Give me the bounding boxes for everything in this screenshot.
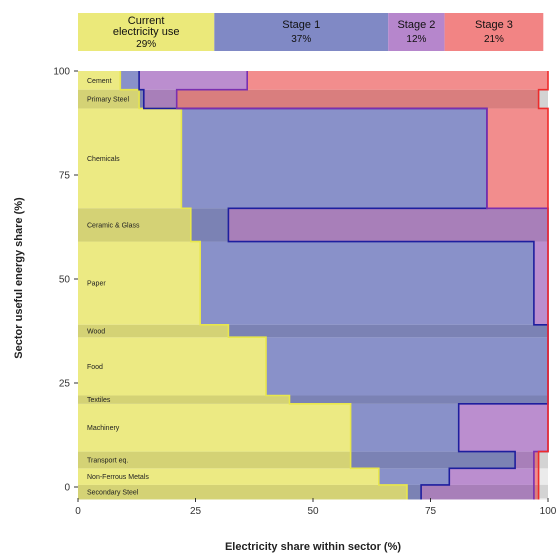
sector-7-stage-3 <box>533 241 548 325</box>
sector-0-stage-1 <box>78 484 407 500</box>
sector-5-stage-2 <box>266 337 548 396</box>
sector-2-stage-4 <box>533 451 539 469</box>
sector-1-stage-2 <box>378 468 450 485</box>
sector-11-stage-4 <box>247 71 548 90</box>
sector-1-stage-4 <box>533 468 539 485</box>
x-tick-label: 75 <box>425 506 437 517</box>
y-tick-label: 25 <box>59 379 71 390</box>
sector-9-stage-1 <box>78 108 182 209</box>
sector-7-stage-1 <box>78 241 201 325</box>
stage-sublabel-1: electricity use <box>113 26 180 38</box>
sector-6-stage-1 <box>78 324 229 338</box>
stage-share-1: 29% <box>136 39 156 50</box>
sector-4-stage-1 <box>78 395 290 404</box>
y-tick-label: 100 <box>53 67 70 78</box>
y-tick-label: 0 <box>64 483 70 494</box>
y-axis-title: Sector useful energy share (%) <box>13 197 25 359</box>
sector-shade-6 <box>78 324 548 338</box>
sector-shade-11 <box>78 71 548 90</box>
x-tick-label: 50 <box>307 506 319 517</box>
x-tick-label: 25 <box>190 506 202 517</box>
sector-label: Textiles <box>87 397 111 404</box>
stage-label-2: Stage 1 <box>282 19 320 31</box>
sector-shade-7 <box>78 242 548 325</box>
sector-11-stage-2 <box>120 71 140 90</box>
x-axis-title: Electricity share within sector (%) <box>225 541 401 553</box>
sector-label: Cement <box>87 78 112 85</box>
stage-band-3 <box>388 13 445 51</box>
sector-shade-9 <box>78 108 548 208</box>
sector-3-stage-2 <box>350 403 459 452</box>
sector-shade-0 <box>78 484 548 500</box>
stage-label-4: Stage 3 <box>475 19 513 31</box>
sector-8-stage-1 <box>78 208 191 242</box>
sector-10-stage-2 <box>139 89 144 109</box>
sector-10-stage-4 <box>176 89 539 109</box>
sector-11-stage-1 <box>78 71 121 90</box>
sector-label: Secondary Steel <box>87 490 139 497</box>
sector-0-stage-2 <box>407 484 422 500</box>
sector-shade-4 <box>78 395 548 404</box>
stage-sublabel-3: 12% <box>406 34 426 45</box>
axes: 0 0 25 25 50 50 75 75 100 100 <box>53 67 556 518</box>
sector-label: Non-Ferrous Metals <box>87 474 149 481</box>
x-tick-label: 0 <box>75 506 81 517</box>
sector-shade-5 <box>78 337 548 395</box>
sector-5-stage-1 <box>78 337 266 396</box>
sector-10-stage-3 <box>143 89 177 109</box>
sector-1-stage-3 <box>449 468 534 485</box>
sector-label: Wood <box>87 329 105 336</box>
sector-6-stage-2 <box>228 324 548 338</box>
stage-band-2 <box>214 13 389 51</box>
y-tick-label: 75 <box>59 171 71 182</box>
plot-area: Secondary Steel Non-Ferrous Metals Transpo… <box>78 71 549 500</box>
stage-sublabel-2: 37% <box>291 34 311 45</box>
sector-shade-8 <box>78 208 548 242</box>
sector-3-stage-1 <box>78 403 351 452</box>
sector-label: Ceramic & Glass <box>87 222 140 229</box>
y-tick-label: 50 <box>59 275 71 286</box>
stage-boundary-4 <box>537 71 549 500</box>
sector-9-stage-2 <box>181 108 487 209</box>
sector-1-stage-1 <box>78 468 379 485</box>
x-tick-label: 100 <box>540 506 557 517</box>
sector-shade-3 <box>78 404 548 452</box>
sector-2-stage-3 <box>515 451 534 469</box>
sector-10-stage-1 <box>78 89 140 109</box>
sector-7-stage-2 <box>200 241 534 325</box>
sector-0-stage-3 <box>421 484 534 500</box>
sector-shade-10 <box>78 89 548 109</box>
stage-band-1 <box>78 13 215 51</box>
stage-band-4 <box>444 13 544 51</box>
sector-0-stage-4 <box>533 484 539 500</box>
sector-8-stage-2 <box>190 208 229 242</box>
sector-4-stage-2 <box>289 395 548 404</box>
stage-sublabel-4: 21% <box>484 34 504 45</box>
sector-label: Food <box>87 364 103 371</box>
stage-label-1: Current <box>128 15 165 27</box>
sector-2-stage-1 <box>78 451 351 469</box>
stage-label-3: Stage 2 <box>397 19 435 31</box>
sector-label: Chemicals <box>87 156 120 163</box>
sector-2-stage-2 <box>350 451 516 469</box>
sector-11-stage-3 <box>139 71 248 90</box>
sector-label: Transport eq. <box>87 457 128 464</box>
sector-label: Primary Steel <box>87 97 129 104</box>
sector-9-stage-4 <box>486 108 548 209</box>
sector-3-stage-3 <box>458 403 548 452</box>
sector-label: Machinery <box>87 425 120 432</box>
sector-shade-2 <box>78 451 548 469</box>
sector-8-stage-3 <box>228 208 548 242</box>
sector-label: Paper <box>87 281 106 288</box>
